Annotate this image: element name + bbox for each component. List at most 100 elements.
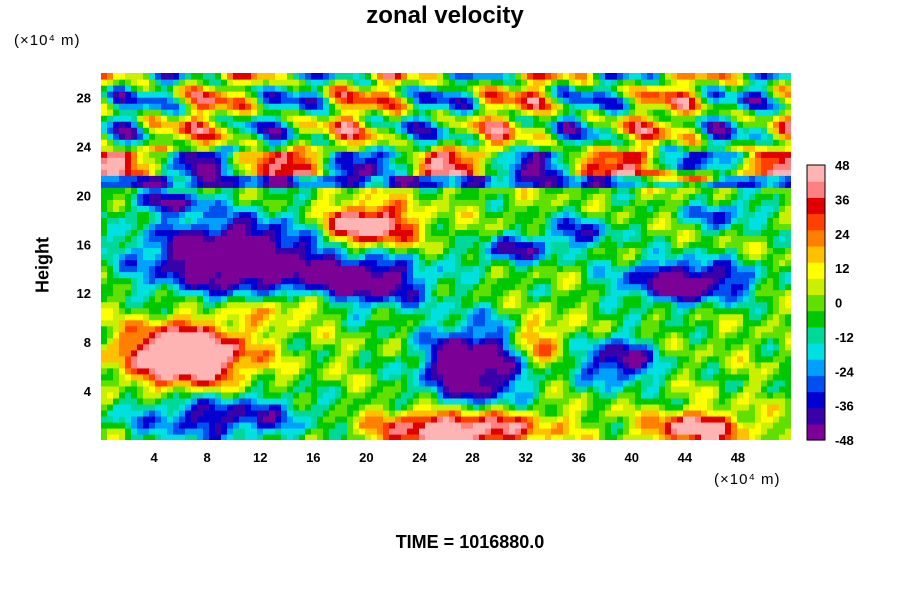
field-cell <box>689 355 696 363</box>
field-cell <box>581 193 588 200</box>
field-cell <box>509 193 516 200</box>
field-cell <box>221 289 228 297</box>
field-cell <box>281 229 288 237</box>
field-cell <box>203 427 210 435</box>
field-cell <box>695 259 702 267</box>
field-cell <box>737 433 744 440</box>
field-cell <box>587 391 594 399</box>
field-cell <box>749 421 756 429</box>
field-cell <box>479 259 486 267</box>
field-cell <box>191 403 198 411</box>
field-cell <box>491 331 498 339</box>
field-cell <box>743 403 750 411</box>
field-cell <box>179 217 186 225</box>
field-cell <box>389 295 396 303</box>
field-cell <box>695 385 702 393</box>
field-cell <box>431 421 438 429</box>
field-cell <box>233 277 240 285</box>
field-cell <box>485 247 492 255</box>
field-cell <box>749 325 756 333</box>
field-cell <box>731 199 738 206</box>
field-cell <box>101 205 108 212</box>
field-cell <box>197 427 204 435</box>
field-cell <box>623 199 630 206</box>
field-cell <box>389 241 396 249</box>
field-cell <box>701 331 708 339</box>
field-cell <box>167 355 174 363</box>
field-cell <box>581 235 588 243</box>
field-cell <box>149 331 156 339</box>
field-cell <box>131 235 138 243</box>
field-cell <box>527 403 534 411</box>
field-cell <box>695 235 702 243</box>
field-cell <box>413 409 420 417</box>
field-cell <box>635 355 642 363</box>
field-cell <box>329 253 336 261</box>
field-cell <box>725 241 732 249</box>
field-cell <box>749 307 756 315</box>
field-cell <box>173 427 180 435</box>
field-cell <box>455 307 462 315</box>
field-cell <box>131 217 138 225</box>
field-cell <box>215 289 222 297</box>
field-cell <box>269 235 276 243</box>
field-cell <box>209 433 216 440</box>
field-cell <box>509 307 516 315</box>
field-cell <box>359 283 366 291</box>
field-cell <box>245 409 252 417</box>
field-cell <box>473 379 480 387</box>
field-cell <box>509 349 516 357</box>
field-cell <box>473 307 480 315</box>
field-cell <box>377 181 384 188</box>
field-cell <box>605 385 612 393</box>
field-cell <box>389 193 396 200</box>
field-cell <box>677 325 684 333</box>
field-cell <box>185 193 192 200</box>
field-cell <box>551 373 558 381</box>
field-cell <box>521 301 528 309</box>
field-cell <box>563 385 570 393</box>
field-cell <box>413 187 420 194</box>
field-cell <box>629 427 636 435</box>
field-cell <box>143 403 150 411</box>
field-cell <box>773 307 780 315</box>
field-cell <box>641 319 648 327</box>
field-cell <box>221 421 228 429</box>
field-cell <box>107 391 114 399</box>
field-cell <box>269 193 276 200</box>
field-cell <box>587 199 594 206</box>
field-cell <box>533 313 540 321</box>
field-cell <box>599 247 606 255</box>
field-cell <box>275 409 282 417</box>
field-cell <box>329 397 336 405</box>
field-cell <box>149 229 156 237</box>
field-cell <box>245 421 252 429</box>
field-cell <box>383 235 390 243</box>
field-cell <box>551 193 558 200</box>
field-cell <box>161 223 168 231</box>
field-cell <box>671 283 678 291</box>
field-cell <box>107 199 114 206</box>
field-cell <box>665 241 672 249</box>
field-cell <box>611 235 618 243</box>
field-cell <box>527 295 534 303</box>
field-cell <box>299 295 306 303</box>
field-cell <box>503 349 510 357</box>
field-cell <box>677 193 684 200</box>
field-cell <box>599 385 606 393</box>
field-cell <box>599 235 606 243</box>
field-cell <box>713 187 720 194</box>
field-cell <box>431 415 438 423</box>
field-cell <box>467 265 474 273</box>
field-cell <box>725 403 732 411</box>
field-cell <box>647 313 654 321</box>
field-cell <box>443 277 450 285</box>
field-cell <box>101 409 108 417</box>
field-cell <box>245 247 252 255</box>
field-cell <box>551 415 558 423</box>
field-cell <box>671 433 678 440</box>
field-cell <box>779 181 786 188</box>
field-cell <box>479 247 486 255</box>
field-cell <box>551 433 558 440</box>
field-cell <box>113 343 120 351</box>
